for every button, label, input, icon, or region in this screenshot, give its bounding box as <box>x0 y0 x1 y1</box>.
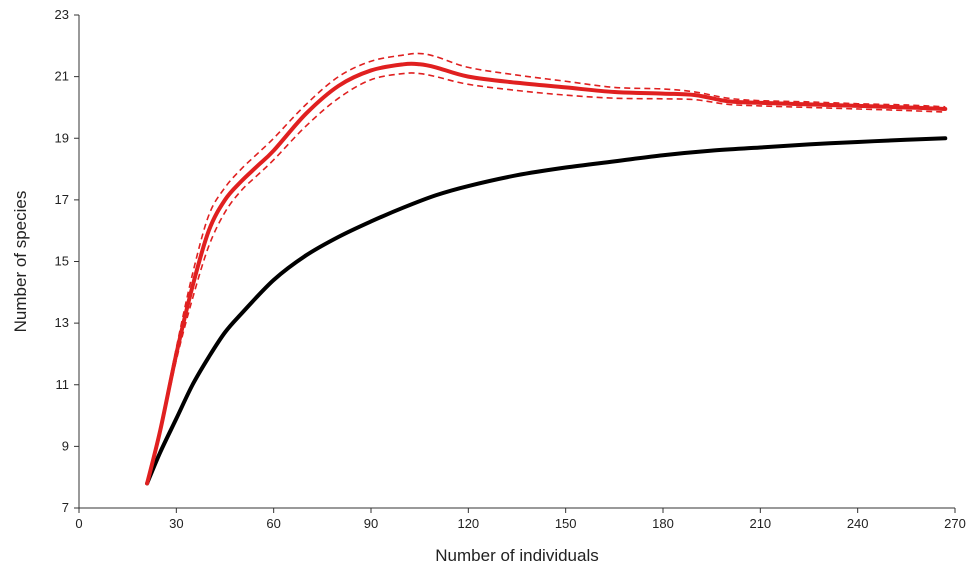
x-tick-label: 0 <box>75 516 82 531</box>
x-ticks: 0 30 60 90 120 150 180 210 240 270 <box>75 508 966 531</box>
y-tick-label: 17 <box>55 192 69 207</box>
y-tick-label: 13 <box>55 315 69 330</box>
y-tick-label: 23 <box>55 7 69 22</box>
x-tick-label: 210 <box>749 516 771 531</box>
y-ticks: 7 9 11 13 15 17 19 21 23 <box>55 7 79 515</box>
y-axis-title: Number of species <box>11 191 30 333</box>
x-tick-label: 30 <box>169 516 183 531</box>
series-line-1 <box>145 61 948 486</box>
series-layer <box>145 52 948 486</box>
x-axis-title: Number of individuals <box>435 546 598 565</box>
x-tick-label: 240 <box>847 516 869 531</box>
y-tick-label: 9 <box>62 438 69 453</box>
y-tick-label: 19 <box>55 130 69 145</box>
y-tick-label: 11 <box>56 377 70 392</box>
x-tick-label: 120 <box>457 516 479 531</box>
series-line-2 <box>146 52 946 484</box>
y-tick-label: 21 <box>55 69 69 84</box>
x-tick-label: 180 <box>652 516 674 531</box>
series-line-0 <box>145 136 948 486</box>
y-tick-label: 15 <box>55 254 69 269</box>
x-tick-label: 60 <box>266 516 280 531</box>
series-line-3 <box>146 72 946 484</box>
x-tick-label: 150 <box>555 516 577 531</box>
y-tick-label: 7 <box>62 500 69 515</box>
x-tick-label: 90 <box>364 516 378 531</box>
x-tick-label: 270 <box>944 516 966 531</box>
axes: 0 30 60 90 120 150 180 210 240 270 7 9 11 13 15 17 19 21… <box>55 7 966 531</box>
